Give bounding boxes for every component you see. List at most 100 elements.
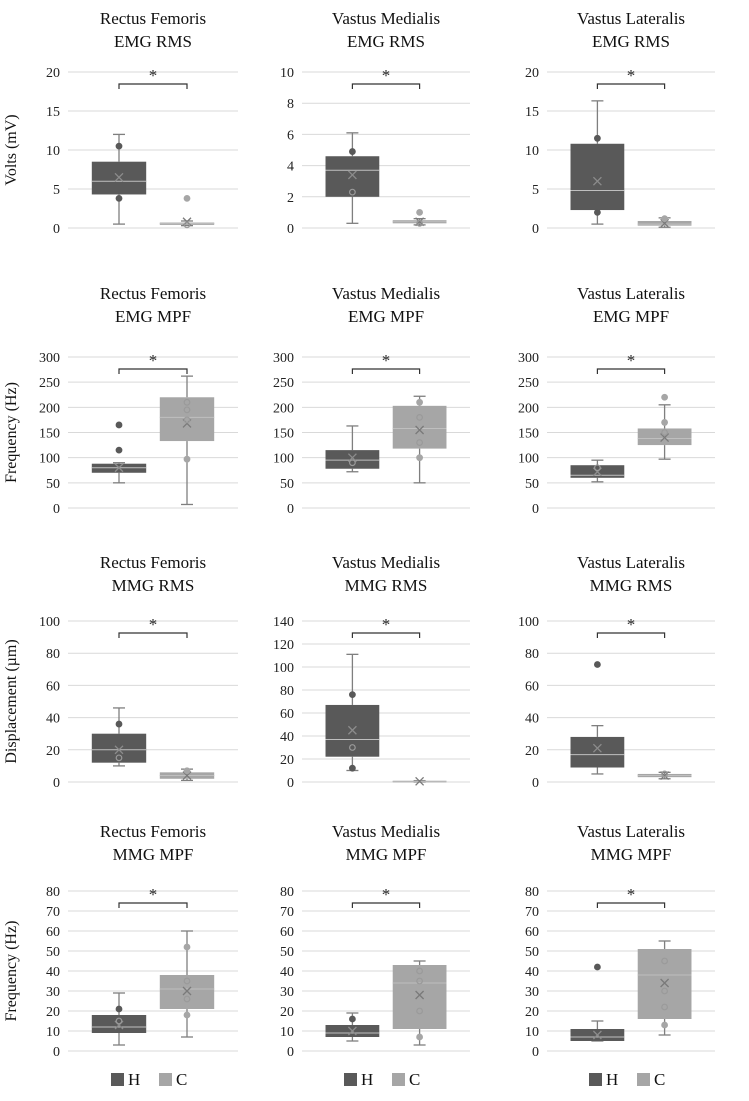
data-point <box>183 406 191 414</box>
box-series-C <box>159 930 215 1038</box>
mean-marker <box>347 725 357 735</box>
y-tick-label: 10 <box>280 1025 294 1040</box>
row-y-axis-label: Frequency (Hz) <box>3 382 20 483</box>
data-point <box>661 987 668 995</box>
y-tick-label: 50 <box>525 477 539 492</box>
y-tick-label: 300 <box>518 351 539 366</box>
data-point <box>349 691 356 698</box>
significance-bracket <box>351 83 421 89</box>
y-tick-label: 10 <box>46 144 60 159</box>
box-series-H <box>570 661 625 775</box>
data-point <box>115 720 123 728</box>
y-tick-label: 50 <box>280 945 294 960</box>
y-tick-label: 100 <box>273 452 294 467</box>
y-tick-label: 70 <box>280 905 294 920</box>
significance-star: * <box>627 615 636 634</box>
significance-bracket <box>351 632 421 638</box>
legend-swatch-C <box>392 1073 405 1086</box>
mean-marker <box>114 172 124 182</box>
legend-label-C: C <box>654 1070 665 1089</box>
data-point <box>594 661 601 668</box>
y-tick-label: 250 <box>518 376 539 391</box>
box-iqr <box>159 975 215 1009</box>
y-tick-label: 0 <box>287 222 294 237</box>
chart-4: Vastus Medialis EMG MPF 0 50 100 150 200 250 300… <box>273 284 470 517</box>
y-tick-label: 20 <box>525 744 539 759</box>
box-series-C <box>392 776 447 786</box>
chart-title-muscle: Vastus Lateralis <box>577 553 685 572</box>
box-series-C <box>637 770 692 781</box>
box-series-H <box>325 1012 380 1042</box>
data-point <box>183 977 191 985</box>
data-point <box>416 219 424 227</box>
mean-marker <box>660 433 670 442</box>
y-tick-label: 150 <box>518 427 539 442</box>
y-tick-label: 200 <box>273 401 294 416</box>
mean-marker <box>660 978 670 988</box>
chart-title-muscle: Rectus Femoris <box>100 284 206 303</box>
y-tick-label: 60 <box>46 925 60 940</box>
mean-marker <box>182 986 192 996</box>
legend-swatch-H <box>589 1073 602 1086</box>
significance-bracket <box>596 632 666 638</box>
significance-star: * <box>382 351 391 370</box>
chart-title-muscle: Vastus Medialis <box>332 9 440 28</box>
mean-marker <box>592 1030 602 1040</box>
mean-marker <box>347 170 357 180</box>
data-point <box>183 943 191 951</box>
chart-0: Rectus Femoris EMG RMS 0 5 10 15 20 * <box>46 9 238 237</box>
box-series-H <box>325 425 380 473</box>
y-tick-label: 20 <box>280 1005 294 1020</box>
y-tick-label: 10 <box>525 1025 539 1040</box>
data-point <box>349 148 356 155</box>
y-tick-label: 40 <box>280 965 294 980</box>
chart-title-metric: MMG RMS <box>112 576 195 595</box>
chart-title-muscle: Vastus Lateralis <box>577 284 685 303</box>
y-tick-label: 5 <box>532 183 539 198</box>
y-tick-label: 0 <box>532 776 539 791</box>
legend-swatch-H <box>111 1073 124 1086</box>
chart-title-metric: MMG RMS <box>345 576 428 595</box>
box-series-H <box>91 133 147 225</box>
y-tick-label: 20 <box>46 1005 60 1020</box>
y-tick-label: 20 <box>46 66 60 81</box>
y-tick-label: 20 <box>525 1005 539 1020</box>
data-point <box>661 429 668 436</box>
y-tick-label: 30 <box>280 985 294 1000</box>
y-tick-label: 15 <box>46 105 60 120</box>
y-tick-label: 0 <box>53 222 60 237</box>
chart-title-muscle: Rectus Femoris <box>100 822 206 841</box>
data-point <box>594 208 601 216</box>
data-point <box>183 221 191 229</box>
mean-marker <box>114 463 124 473</box>
mean-marker <box>347 1026 357 1036</box>
mean-marker <box>347 453 357 463</box>
significance-star: * <box>149 885 158 904</box>
data-point <box>115 421 123 429</box>
chart-1: Vastus Medialis EMG RMS 0 2 4 6 8 10 * <box>280 9 470 237</box>
legend-swatch-H <box>344 1073 357 1086</box>
mean-marker <box>592 176 602 186</box>
significance-bracket <box>596 902 666 908</box>
mean-marker <box>114 745 124 755</box>
data-point <box>349 188 356 196</box>
box-series-C <box>637 393 692 460</box>
data-point <box>115 1017 123 1025</box>
box-iqr <box>637 949 692 1019</box>
chart-title-metric: MMG MPF <box>346 845 427 864</box>
significance-star: * <box>382 66 391 85</box>
y-tick-label: 40 <box>525 965 539 980</box>
chart-title-muscle: Rectus Femoris <box>100 9 206 28</box>
data-point <box>661 1021 668 1029</box>
data-point <box>115 1005 123 1013</box>
y-tick-label: 80 <box>525 647 539 662</box>
data-point <box>661 1003 668 1011</box>
box-series-H <box>570 963 625 1042</box>
box-iqr <box>325 156 380 197</box>
box-series-H <box>91 992 147 1046</box>
y-tick-label: 4 <box>287 160 294 175</box>
chart-title-metric: EMG RMS <box>114 32 192 51</box>
chart-9: Rectus Femoris MMG MPF 0 10 20 30 40 50 60 70 80 * <box>46 822 238 1060</box>
legend-label-H: H <box>128 1070 140 1089</box>
legend-swatch-C <box>637 1073 650 1086</box>
